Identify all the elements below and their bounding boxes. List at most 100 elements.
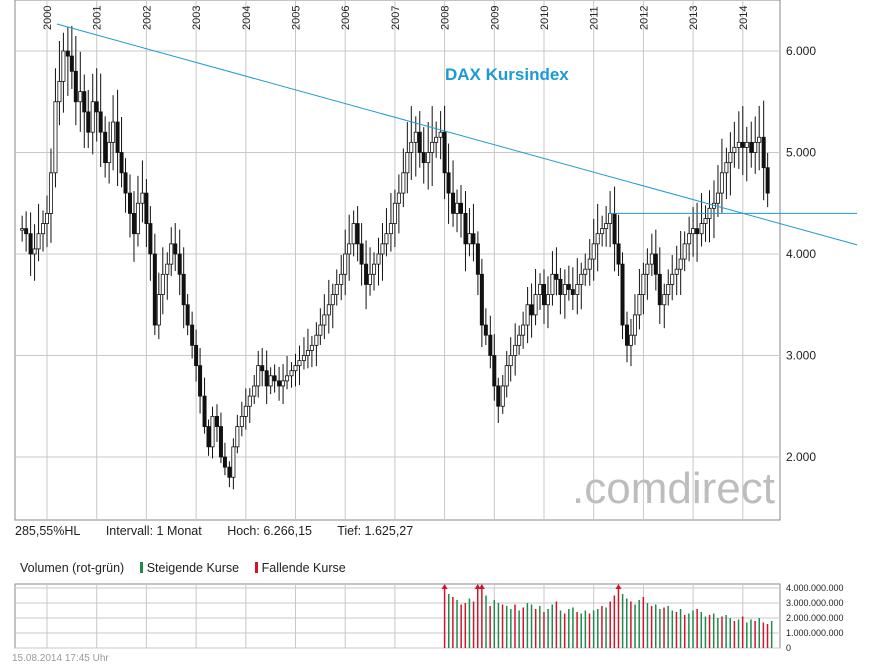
candle-body: [285, 376, 288, 381]
candle-body: [215, 416, 218, 426]
candle-body: [692, 229, 695, 234]
candle-body: [261, 366, 264, 371]
x-tick-label: 2007: [390, 6, 402, 30]
candle-body: [609, 213, 612, 223]
x-tick-label: 2010: [539, 6, 551, 30]
candle-body: [526, 305, 529, 325]
price-stats: 285,55%HL Intervall: 1 Monat Hoch: 6.266…: [15, 524, 435, 538]
candle-body: [191, 325, 194, 345]
candle-body: [501, 386, 504, 406]
candle-body: [489, 335, 492, 355]
candle-body: [294, 366, 297, 371]
candle-body: [418, 132, 421, 152]
candle-body: [198, 366, 201, 396]
candle-body: [377, 254, 380, 264]
candle-body: [315, 335, 318, 345]
legend-falling: Fallende Kurse: [262, 561, 346, 575]
candle-body: [37, 234, 40, 249]
y-tick-label: 4.000: [786, 247, 816, 261]
x-tick-label: 2005: [291, 6, 303, 30]
x-tick-label: 2003: [191, 6, 203, 30]
candle-body: [145, 193, 148, 223]
candle-body: [580, 274, 583, 284]
plot-frame: [15, 0, 780, 520]
candle-body: [451, 193, 454, 213]
x-tick-label: 2000: [42, 6, 54, 30]
candle-body: [87, 112, 90, 132]
candle-body: [182, 274, 185, 304]
candle-body: [306, 350, 309, 355]
candle-body: [62, 51, 65, 81]
candle-body: [633, 315, 636, 335]
candle-body: [397, 193, 400, 203]
candle-body: [248, 396, 251, 406]
candle-body: [422, 153, 425, 163]
candle-body: [364, 264, 367, 284]
candle-body: [124, 173, 127, 193]
ratio-label: 285,55%HL: [15, 524, 80, 538]
candle-body: [542, 284, 545, 304]
candle-body: [546, 295, 549, 305]
x-tick-label: 2013: [688, 6, 700, 30]
candle-body: [132, 213, 135, 233]
candle-body: [228, 467, 231, 477]
candle-body: [368, 274, 371, 284]
candle-body: [745, 142, 748, 147]
y-tick-label: 2.000: [786, 450, 816, 464]
candle-body: [91, 102, 94, 132]
x-tick-label: 2001: [92, 6, 104, 30]
candle-body: [700, 224, 703, 234]
candle-body: [464, 213, 467, 243]
candle-body: [472, 234, 475, 244]
candle-body: [588, 259, 591, 269]
candle-body: [54, 102, 57, 173]
candle-body: [754, 142, 757, 152]
candle-body: [431, 142, 434, 152]
candle-body: [236, 427, 239, 447]
candle-body: [688, 234, 691, 244]
candle-body: [762, 137, 765, 167]
candle-body: [555, 274, 558, 279]
candle-body: [45, 213, 48, 223]
candle-body: [344, 254, 347, 274]
candle-body: [186, 305, 189, 325]
candle-body: [480, 274, 483, 325]
interval-label: Intervall: 1 Monat: [106, 524, 202, 538]
candle-body: [302, 356, 305, 361]
candle-body: [257, 366, 260, 386]
candle-body: [758, 137, 761, 142]
candle-body: [414, 132, 417, 142]
candle-body: [741, 142, 744, 147]
candle-body: [381, 244, 384, 254]
candle-body: [240, 416, 243, 426]
candle-body: [613, 213, 616, 243]
candle-body: [166, 264, 169, 274]
candle-body: [766, 168, 769, 193]
y-tick-label: 6.000: [786, 44, 816, 58]
candle-body: [372, 264, 375, 274]
candle-body: [269, 376, 272, 386]
candle-body: [671, 274, 674, 284]
candle-body: [335, 284, 338, 294]
candle-body: [153, 254, 156, 325]
candle-body: [95, 102, 98, 112]
candle-body: [79, 92, 82, 102]
candle-body: [120, 153, 123, 173]
x-tick-label: 2008: [440, 6, 452, 30]
candle-body: [385, 234, 388, 244]
x-tick-label: 2002: [141, 6, 153, 30]
candle-body: [750, 142, 753, 152]
candle-body: [625, 325, 628, 345]
candle-body: [203, 396, 206, 426]
candle-body: [675, 269, 678, 274]
volume-legend: Volumen (rot-grün) Steigende Kurse Falle…: [20, 561, 346, 575]
candle-body: [223, 457, 226, 467]
timestamp: 15.08.2014 17:45 Uhr: [12, 653, 109, 664]
candle-body: [605, 224, 608, 229]
candle-body: [716, 193, 719, 203]
candle-body: [340, 274, 343, 284]
candle-body: [290, 371, 293, 376]
candle-body: [273, 376, 276, 381]
volume-tick-label: 0: [786, 643, 791, 653]
candle-body: [617, 244, 620, 264]
